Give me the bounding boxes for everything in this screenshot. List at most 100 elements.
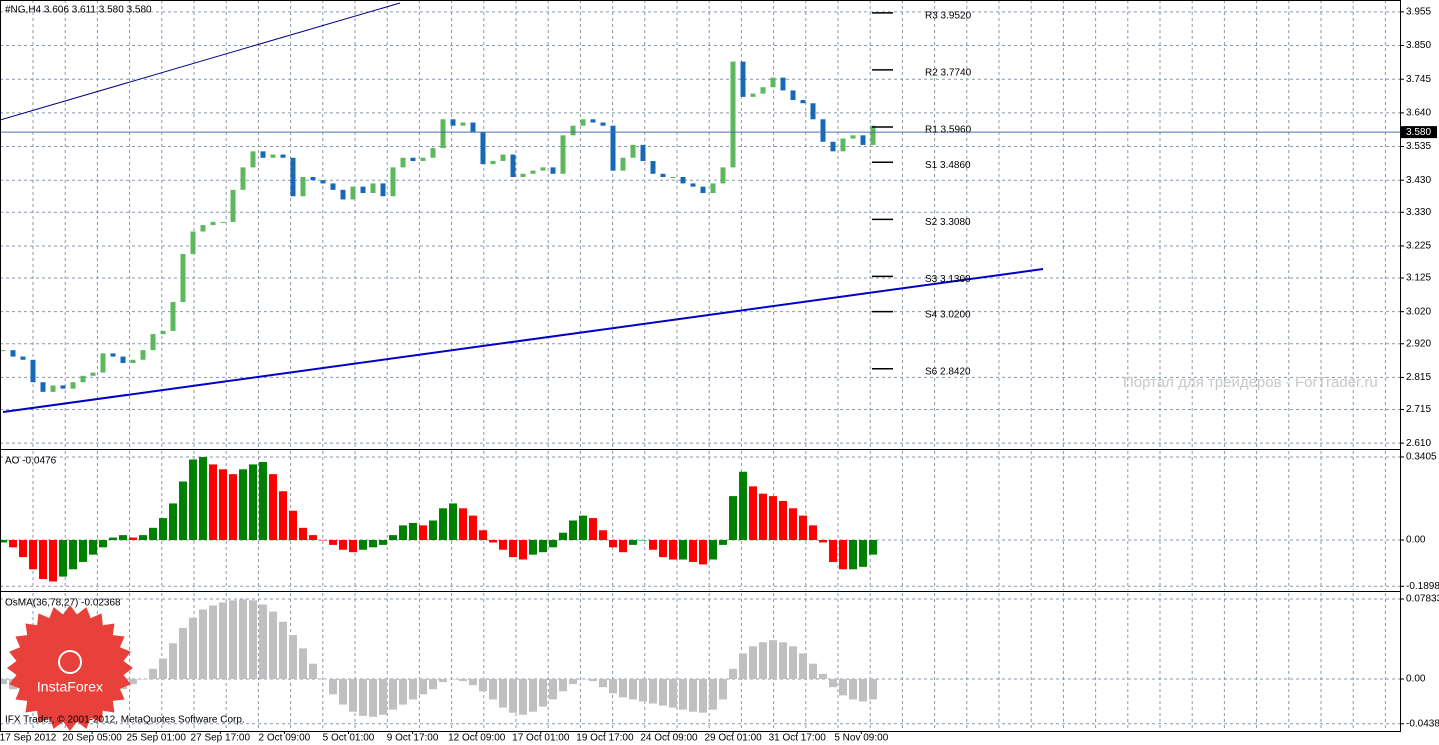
histogram-bar [129, 537, 137, 541]
histogram-bar [369, 679, 377, 717]
histogram-bar [359, 679, 367, 716]
histogram-bar [839, 679, 847, 696]
histogram-bar [199, 609, 207, 680]
y-tick-label: 0.00 [1406, 535, 1426, 546]
candle [210, 221, 216, 226]
candle [860, 135, 866, 145]
candle [740, 61, 746, 97]
histogram-bar [829, 679, 837, 688]
histogram-bar [389, 535, 397, 541]
candle [820, 119, 826, 142]
histogram-bar [499, 540, 507, 550]
candle [200, 225, 206, 232]
histogram-bar [669, 679, 677, 708]
histogram-bar [629, 679, 637, 700]
histogram-bar [239, 599, 247, 680]
histogram-bar [329, 679, 337, 695]
candle [470, 122, 476, 133]
candle [10, 350, 16, 357]
histogram-bar [819, 673, 827, 680]
candle [450, 119, 456, 126]
histogram-bar [859, 540, 867, 567]
candle [460, 122, 466, 126]
candle [720, 167, 726, 184]
histogram-bar [659, 679, 667, 706]
histogram-bar [189, 459, 197, 541]
histogram-bar [109, 537, 117, 541]
x-tick-label: 27 Sep 17:00 [191, 733, 251, 744]
histogram-bar [769, 496, 777, 541]
histogram-bar [449, 503, 457, 541]
histogram-bar [739, 653, 747, 680]
candle [270, 154, 276, 158]
y-tick-label: 2.610 [1406, 438, 1431, 449]
histogram-bar [429, 520, 437, 541]
logo: InstaForex [7, 605, 133, 731]
candle [840, 138, 846, 152]
histogram-bar [589, 679, 597, 682]
x-tick-label: 12 Oct 09:00 [448, 733, 506, 744]
histogram-bar [849, 679, 857, 700]
histogram-bar [229, 474, 237, 541]
histogram-bar [39, 540, 47, 580]
logo-badge [7, 605, 133, 731]
histogram-bar [359, 540, 367, 550]
histogram-bar [159, 518, 167, 541]
histogram-bar [519, 679, 527, 715]
histogram-bar [169, 643, 177, 680]
x-tick-label: 5 Nov 09:00 [834, 733, 888, 744]
histogram-bar [839, 540, 847, 570]
candle [780, 77, 786, 91]
histogram-bar [379, 540, 387, 545]
histogram-bar [609, 540, 617, 548]
histogram-bar [299, 527, 307, 541]
histogram-bar [169, 503, 177, 541]
candle [110, 353, 116, 357]
candle [750, 93, 756, 97]
x-tick-label: 2 Oct 09:00 [259, 733, 311, 744]
histogram-bar [559, 679, 567, 692]
histogram-bar [749, 486, 757, 541]
y-tick-label: 3.225 [1406, 241, 1431, 252]
histogram-bar [709, 679, 717, 710]
candle [180, 253, 186, 303]
histogram-bar [699, 679, 707, 713]
histogram-bar [459, 508, 467, 541]
panel-title: OsMA(36,78,27) -0.02368 [5, 598, 121, 609]
candle [40, 382, 46, 392]
y-tick-label: 0.07833 [1406, 594, 1439, 605]
histogram-bar [209, 464, 217, 541]
candle [320, 180, 326, 184]
histogram-bar [339, 679, 347, 705]
histogram-bar [339, 540, 347, 550]
candle [220, 221, 226, 223]
logo-text: InstaForex [37, 679, 103, 695]
histogram-bar [349, 540, 357, 553]
x-tick-label: 31 Oct 17:00 [769, 733, 827, 744]
histogram-bar [179, 627, 187, 680]
candle [800, 100, 806, 104]
watermark: Портал для трейдеров - ForTrader.ru [1123, 374, 1378, 391]
candle [670, 177, 676, 179]
candle [20, 356, 26, 360]
histogram-bar [439, 508, 447, 541]
candle [0, 350, 6, 352]
candle [680, 177, 686, 184]
histogram-bar [29, 540, 37, 570]
histogram-bar [619, 679, 627, 698]
pivot-label: S1 3.4860 [925, 160, 971, 171]
candle [140, 350, 146, 360]
histogram-bar [219, 602, 227, 680]
histogram-bar [329, 540, 337, 545]
candle [350, 186, 356, 200]
histogram-bar [779, 500, 787, 541]
candle [540, 167, 546, 171]
candle [810, 103, 816, 120]
histogram-bar [239, 469, 247, 541]
candle [120, 356, 126, 363]
candle [420, 157, 426, 161]
histogram-bar [819, 540, 827, 543]
candle [650, 160, 656, 174]
histogram-bar [869, 540, 877, 555]
